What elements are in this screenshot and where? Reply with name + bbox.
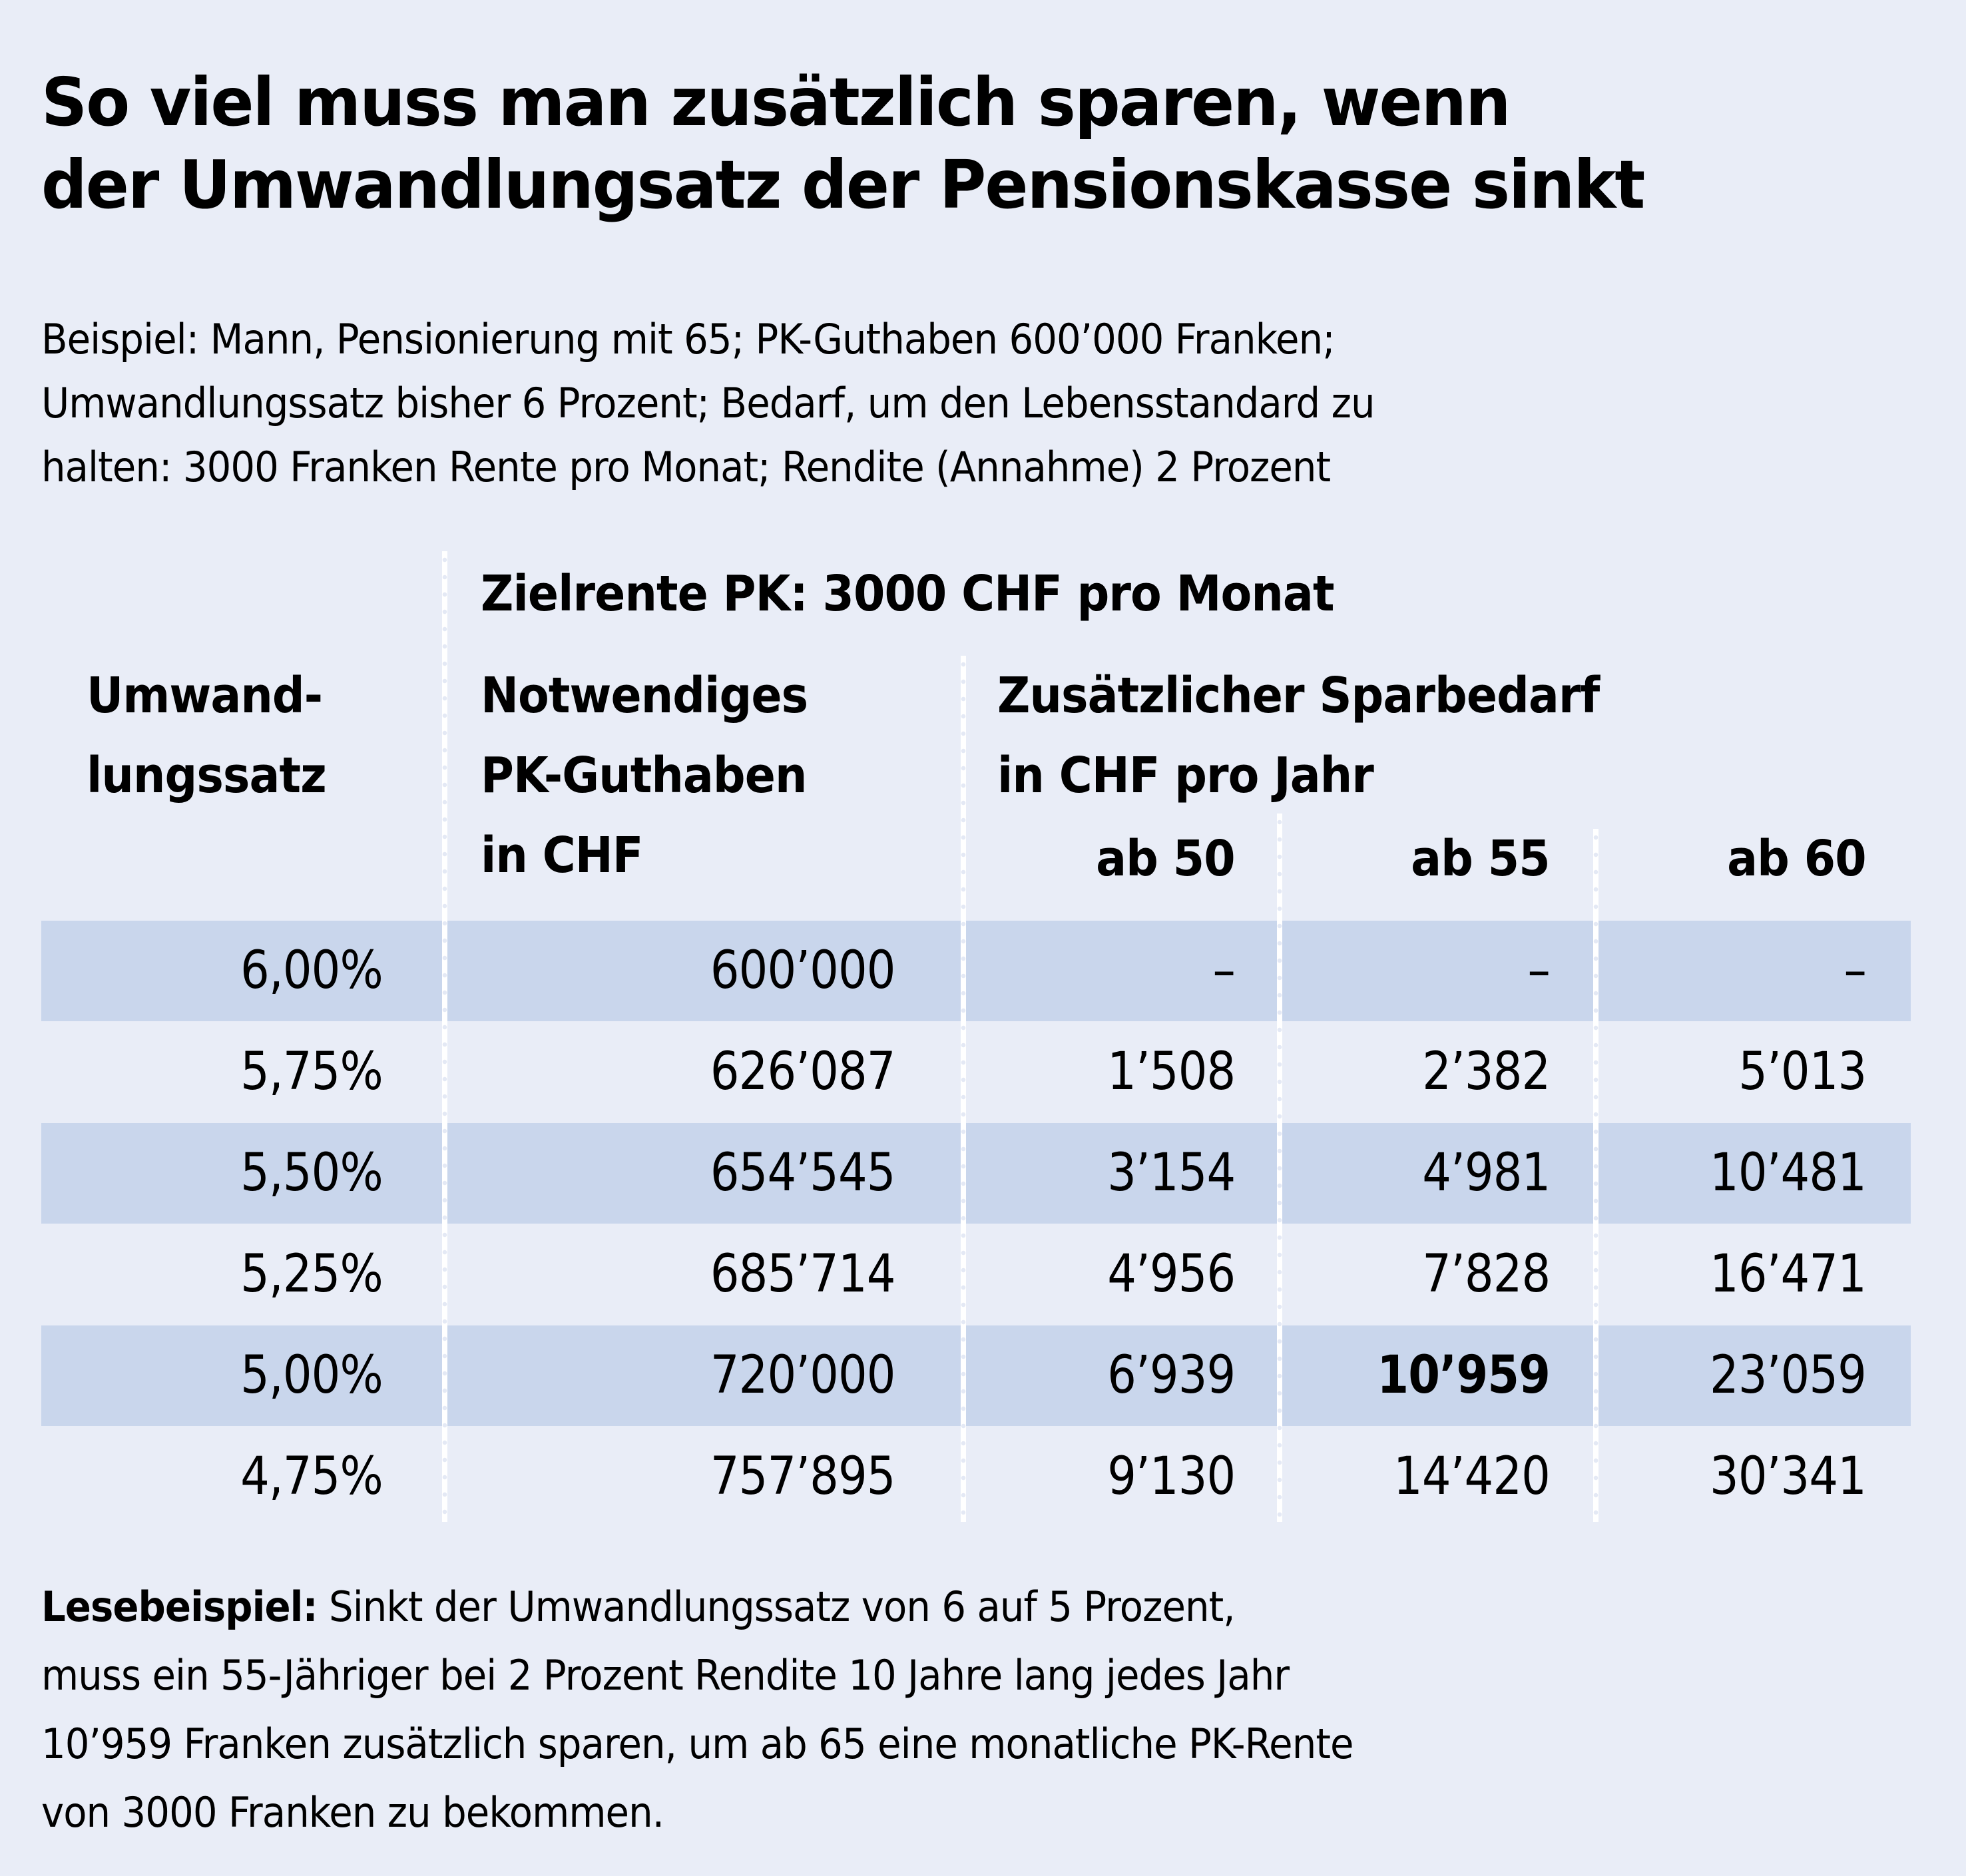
table-cell-capital: 600’000 <box>710 941 896 1001</box>
table-cell-ab60: 23’059 <box>1710 1345 1867 1405</box>
table-cell-ab60: 16’471 <box>1710 1244 1867 1304</box>
table-cell-ab55: 7’828 <box>1421 1244 1551 1304</box>
table-cell-rate: 6,00% <box>240 941 383 1001</box>
row-shading <box>1598 1123 1911 1224</box>
row-shading <box>41 1325 442 1426</box>
row-shading <box>447 1325 961 1426</box>
table-cell-capital: 685’714 <box>710 1244 896 1304</box>
row-shading <box>966 1325 1277 1426</box>
header-capital: Notwendiges PK-Guthaben in CHF <box>481 656 808 895</box>
header-savings-line-1: Zusätzlicher Sparbedarf <box>997 667 1600 724</box>
subtitle-line-1: Beispiel: Mann, Pensionierung mit 65; PK… <box>41 315 1336 363</box>
table-cell-ab50: 3’154 <box>1106 1143 1236 1203</box>
table-cell-rate: 4,75% <box>240 1447 383 1507</box>
header-savings-line-2: in CHF pro Jahr <box>997 747 1374 804</box>
row-shading <box>1282 921 1593 1021</box>
table-cell-rate: 5,50% <box>240 1143 383 1203</box>
table-cell-ab60: 30’341 <box>1710 1447 1867 1507</box>
group-header: Zielrente PK: 3000 CHF pro Monat <box>481 565 1334 622</box>
title-line-1: So viel muss man zusätzlich sparen, wenn <box>41 63 1511 141</box>
header-ab50: ab 50 <box>1096 830 1235 887</box>
table-cell-ab50: 4’956 <box>1106 1244 1236 1304</box>
table-cell-capital: 626’087 <box>710 1042 896 1102</box>
table-cell-rate: 5,00% <box>240 1345 383 1405</box>
row-shading <box>1282 1123 1593 1224</box>
subtitle-line-2: Umwandlungssatz bisher 6 Prozent; Bedarf… <box>41 379 1375 427</box>
table-cell-ab50: 9’130 <box>1106 1447 1236 1507</box>
reading-example-text-1: Sinkt der Umwandlungssatz von 6 auf 5 Pr… <box>317 1582 1236 1631</box>
column-divider-1 <box>442 551 447 1522</box>
reading-example-line-1: Lesebeispiel: Sinkt der Umwandlungssatz … <box>41 1572 1353 1641</box>
column-divider-3 <box>1277 814 1282 1522</box>
table-cell-ab55: 10’959 <box>1377 1345 1550 1405</box>
table-cell-ab60: – <box>1843 941 1867 1001</box>
header-ab60: ab 60 <box>1727 830 1866 887</box>
header-capital-line-3: in CHF <box>481 827 643 884</box>
table-cell-capital: 720’000 <box>710 1345 896 1405</box>
table-cell-ab55: – <box>1527 941 1551 1001</box>
table-cell-ab60: 5’013 <box>1738 1042 1867 1102</box>
table-cell-ab50: 6’939 <box>1106 1345 1236 1405</box>
table-cell-capital: 757’895 <box>710 1447 896 1507</box>
row-shading <box>966 921 1277 1021</box>
header-rate: Umwand- lungssatz <box>87 656 327 816</box>
table-cell-ab55: 14’420 <box>1393 1447 1551 1507</box>
row-shading <box>1598 1325 1911 1426</box>
reading-example-line-4: von 3000 Franken zu bekommen. <box>41 1788 664 1837</box>
column-divider-4 <box>1593 829 1598 1522</box>
table-cell-ab50: – <box>1212 941 1236 1001</box>
row-shading <box>1598 921 1911 1021</box>
header-savings: Zusätzlicher Sparbedarf in CHF pro Jahr <box>997 656 1600 816</box>
row-shading <box>41 1123 442 1224</box>
chart-title: So viel muss man zusätzlich sparen, wenn… <box>41 61 1645 226</box>
table-cell-ab50: 1’508 <box>1106 1042 1236 1102</box>
row-shading <box>447 1123 961 1224</box>
table-cell-capital: 654’545 <box>710 1143 896 1203</box>
row-shading <box>447 921 961 1021</box>
table-cell-ab55: 4’981 <box>1421 1143 1551 1203</box>
subtitle-line-3: halten: 3000 Franken Rente pro Monat; Re… <box>41 443 1331 491</box>
row-shading <box>41 921 442 1021</box>
row-shading <box>966 1123 1277 1224</box>
reading-example-line-3: 10’959 Franken zusätzlich sparen, um ab … <box>41 1720 1353 1768</box>
chart-subtitle: Beispiel: Mann, Pensionierung mit 65; PK… <box>41 308 1375 499</box>
table-cell-rate: 5,25% <box>240 1244 383 1304</box>
table-cell-rate: 5,75% <box>240 1042 383 1102</box>
reading-example-line-2: muss ein 55-Jähriger bei 2 Prozent Rendi… <box>41 1651 1290 1700</box>
header-capital-line-1: Notwendiges <box>481 667 808 724</box>
header-ab55: ab 55 <box>1411 830 1550 887</box>
header-rate-line-2: lungssatz <box>87 747 327 804</box>
table-cell-ab55: 2’382 <box>1421 1042 1551 1102</box>
table-cell-ab60: 10’481 <box>1710 1143 1867 1203</box>
title-line-2: der Umwandlungsatz der Pensionskasse sin… <box>41 146 1645 224</box>
row-shading <box>1282 1325 1593 1426</box>
reading-example: Lesebeispiel: Sinkt der Umwandlungssatz … <box>41 1572 1353 1847</box>
header-rate-line-1: Umwand- <box>87 667 323 724</box>
reading-example-label: Lesebeispiel: <box>41 1582 318 1631</box>
column-divider-2 <box>961 656 966 1522</box>
header-capital-line-2: PK-Guthaben <box>481 747 807 804</box>
